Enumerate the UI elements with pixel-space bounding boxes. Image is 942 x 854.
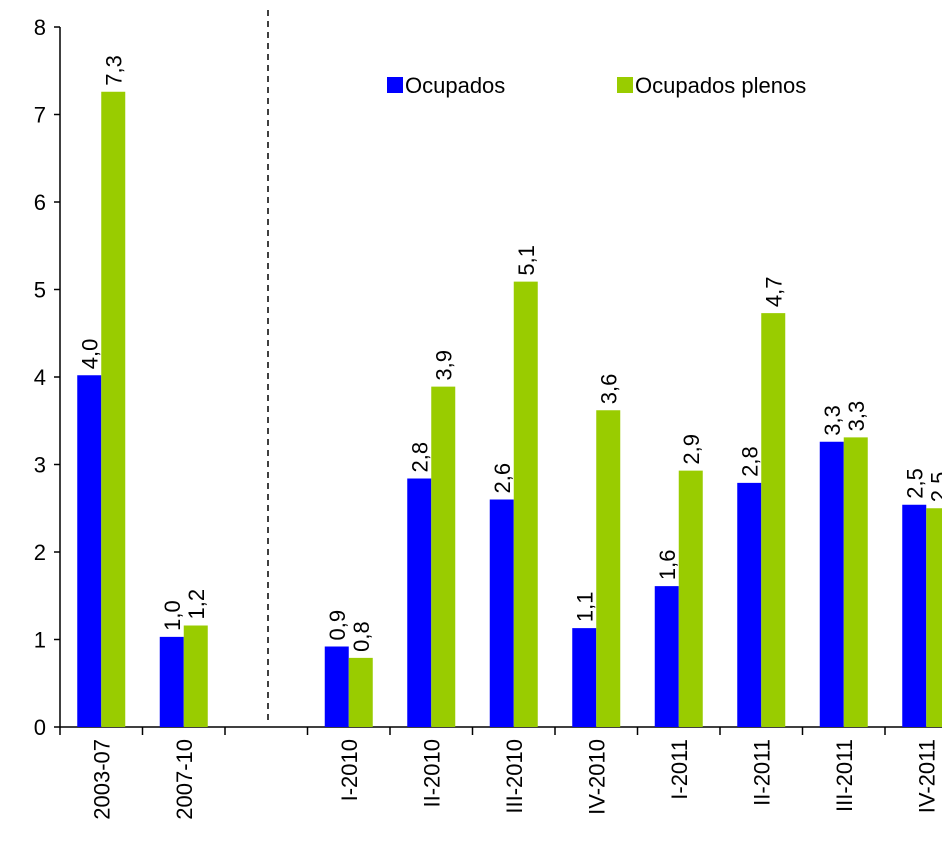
value-label: 2,9 (679, 434, 704, 465)
y-tick-label: 3 (34, 453, 46, 478)
value-label: 2,5 (926, 472, 942, 503)
bar (489, 499, 514, 727)
value-label: 3,6 (596, 374, 621, 405)
value-label: 2,5 (902, 468, 927, 499)
value-label: 1,0 (160, 600, 185, 631)
bar (513, 281, 538, 727)
bar (159, 636, 184, 727)
value-label: 4,0 (77, 339, 102, 370)
value-label: 5,1 (514, 245, 539, 276)
y-tick-label: 0 (34, 715, 46, 740)
x-tick-label: IV-2011 (914, 739, 939, 813)
bar (819, 441, 844, 727)
x-tick-label: IV-2010 (584, 739, 609, 815)
y-tick-label: 4 (34, 365, 46, 390)
x-tick-label: I-2010 (337, 739, 362, 801)
bar (348, 657, 373, 727)
legend-label: Ocupados (405, 73, 505, 98)
bar (431, 386, 456, 727)
x-tick-label: I-2011 (667, 739, 692, 800)
y-tick-label: 5 (34, 278, 46, 303)
y-tick-label: 7 (34, 103, 46, 128)
legend-swatch (387, 77, 403, 93)
x-tick-label: 2007-10 (172, 739, 197, 820)
x-tick-label: II-2010 (419, 739, 444, 808)
value-label: 3,3 (820, 405, 845, 436)
value-label: 0,8 (349, 621, 374, 652)
bar (572, 628, 597, 727)
bar (654, 586, 679, 727)
bar (183, 625, 208, 727)
value-label: 2,8 (737, 446, 762, 477)
legend-label: Ocupados plenos (635, 73, 806, 98)
bar (902, 504, 927, 727)
bar (324, 646, 349, 727)
value-label: 2,6 (490, 463, 515, 494)
bar (843, 437, 868, 727)
bar (407, 478, 432, 727)
bar (737, 482, 762, 727)
value-label: 0,9 (325, 610, 350, 641)
bar (101, 91, 126, 727)
legend-swatch (617, 77, 633, 93)
value-label: 3,3 (844, 401, 869, 432)
bar (926, 508, 942, 727)
y-tick-label: 1 (34, 628, 46, 653)
y-tick-label: 2 (34, 540, 46, 565)
x-tick-label: III-2010 (502, 739, 527, 814)
x-tick-label: III-2011 (832, 739, 857, 812)
x-tick-label: 2003-07 (89, 739, 114, 820)
value-label: 1,1 (572, 592, 597, 623)
bar (761, 313, 786, 727)
value-label: 3,9 (431, 350, 456, 381)
value-label: 1,2 (184, 589, 209, 620)
bar (596, 410, 621, 727)
value-label: 1,6 (655, 550, 680, 581)
value-label: 4,7 (761, 277, 786, 308)
y-tick-label: 6 (34, 190, 46, 215)
y-tick-label: 8 (34, 15, 46, 40)
bar (678, 470, 703, 727)
bar (77, 375, 102, 727)
value-label: 7,3 (101, 55, 126, 86)
value-label: 2,8 (407, 442, 432, 473)
x-tick-label: II-2011 (749, 739, 774, 806)
